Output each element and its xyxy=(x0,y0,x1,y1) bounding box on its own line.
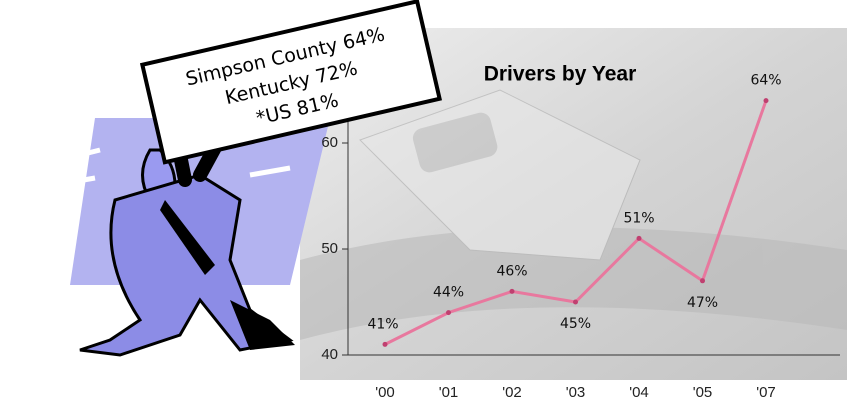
value-label: 45% xyxy=(560,316,591,332)
value-label: 44% xyxy=(433,285,464,301)
x-tick-label: '07 xyxy=(756,384,776,401)
value-label: 47% xyxy=(687,295,718,311)
point xyxy=(700,278,705,284)
y-tick-label: 40 xyxy=(321,346,338,363)
point xyxy=(382,341,388,347)
value-label: 51% xyxy=(623,210,654,226)
point xyxy=(509,288,515,294)
x-tick-label: '01 xyxy=(439,384,459,401)
y-tick-label: 60 xyxy=(321,134,338,151)
point xyxy=(763,98,769,104)
y-tick-label: 50 xyxy=(321,240,338,257)
point xyxy=(573,299,578,305)
chart-title: Drivers by Year xyxy=(484,63,637,86)
point xyxy=(636,235,642,241)
x-tick-label: '02 xyxy=(502,384,522,401)
x-tick-label: '05 xyxy=(693,384,713,401)
point xyxy=(446,310,451,316)
value-label: 46% xyxy=(496,263,527,279)
clipart xyxy=(54,113,330,357)
value-label: 64% xyxy=(750,73,781,89)
x-tick-label: '03 xyxy=(566,384,586,401)
sign-board xyxy=(139,0,443,165)
value-label: 41% xyxy=(367,316,398,332)
x-tick-label: '00 xyxy=(375,384,395,401)
x-tick-label: '04 xyxy=(629,384,649,401)
